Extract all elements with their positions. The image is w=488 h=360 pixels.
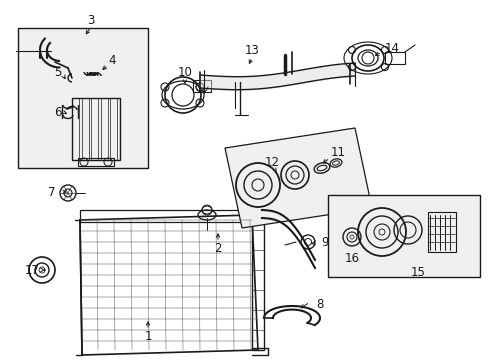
Text: 3: 3 xyxy=(87,13,95,27)
Bar xyxy=(72,98,120,160)
Bar xyxy=(78,158,114,166)
Polygon shape xyxy=(224,128,371,228)
Text: 4: 4 xyxy=(108,54,116,67)
Bar xyxy=(110,98,117,160)
Bar xyxy=(251,215,264,350)
Bar xyxy=(427,212,455,252)
Bar xyxy=(91,98,98,160)
Bar xyxy=(193,80,210,92)
Text: 14: 14 xyxy=(384,41,399,54)
Text: 5: 5 xyxy=(54,67,61,80)
Text: 16: 16 xyxy=(344,252,359,265)
Text: 17: 17 xyxy=(24,264,40,276)
Text: 7: 7 xyxy=(48,185,56,198)
Text: 11: 11 xyxy=(330,147,345,159)
Bar xyxy=(18,28,148,168)
Text: 10: 10 xyxy=(177,66,192,78)
Text: 2: 2 xyxy=(214,242,221,255)
Bar xyxy=(81,98,88,160)
Bar xyxy=(80,210,262,222)
Text: 8: 8 xyxy=(316,298,323,311)
Text: 1: 1 xyxy=(144,329,151,342)
Text: 15: 15 xyxy=(410,266,425,279)
Bar xyxy=(101,98,107,160)
Text: 6: 6 xyxy=(54,105,61,118)
Bar xyxy=(72,98,79,160)
Bar xyxy=(327,195,479,277)
Text: 12: 12 xyxy=(264,157,279,170)
Text: 9: 9 xyxy=(321,237,328,249)
Bar xyxy=(384,52,404,64)
Text: 13: 13 xyxy=(244,44,259,57)
